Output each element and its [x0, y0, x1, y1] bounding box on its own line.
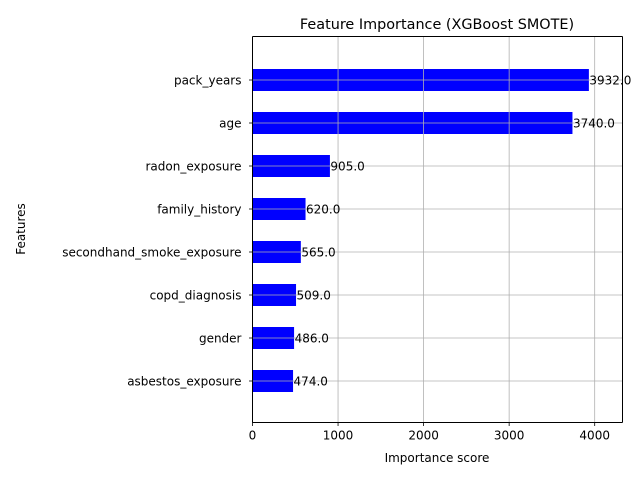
x-tick-label: 3000	[494, 429, 525, 443]
x-tick-label: 0	[249, 429, 257, 443]
value-label: 3932.0	[589, 74, 631, 88]
value-label: 509.0	[297, 289, 331, 303]
value-label: 486.0	[295, 332, 329, 346]
value-labels: 3932.0 3740.0 905.0 620.0 565.0 509.0 486.0 474…	[294, 74, 632, 389]
value-label: 474.0	[294, 375, 328, 389]
y-axis-label: Features	[14, 203, 28, 255]
y-tick-label: radon_exposure	[146, 160, 242, 174]
x-tick-label: 2000	[408, 429, 439, 443]
x-axis-ticks: 0 1000 2000 3000 4000	[249, 422, 610, 443]
value-label: 565.0	[301, 246, 335, 260]
y-tick-label: age	[219, 117, 241, 131]
x-tick-label: 1000	[323, 429, 354, 443]
chart-title: Feature Importance (XGBoost SMOTE)	[300, 17, 574, 33]
x-axis-label: Importance score	[385, 451, 490, 465]
y-tick-label: family_history	[157, 203, 241, 217]
y-tick-label: asbestos_exposure	[127, 375, 241, 389]
y-tick-label: gender	[199, 332, 242, 346]
y-tick-label: secondhand_smoke_exposure	[62, 246, 241, 260]
value-label: 620.0	[306, 203, 340, 217]
x-tick-label: 4000	[579, 429, 610, 443]
y-tick-label: pack_years	[174, 74, 242, 88]
value-label: 3740.0	[573, 117, 615, 131]
value-label: 905.0	[330, 160, 364, 174]
grid-lines	[252, 36, 623, 423]
axes-frame	[252, 36, 623, 423]
y-tick-label: copd_diagnosis	[150, 289, 242, 303]
